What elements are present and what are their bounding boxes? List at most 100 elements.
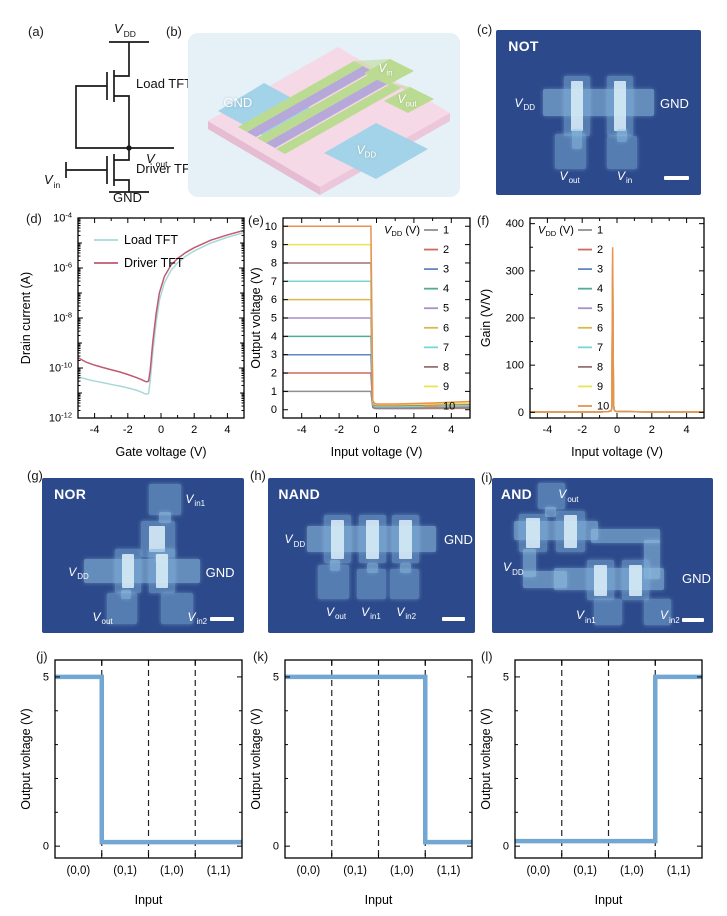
- svg-text:4: 4: [597, 283, 603, 295]
- svg-text:(0,1): (0,1): [573, 865, 597, 877]
- svg-text:Output voltage (V): Output voltage (V): [249, 708, 263, 809]
- panel-tag-a: (a): [28, 24, 44, 39]
- svg-text:(0,0): (0,0): [527, 865, 551, 877]
- panel-tag-e: (e): [248, 213, 264, 228]
- panel-tag-l: (l): [481, 649, 493, 664]
- chart-e-svg: -4 -2 0 2 4 0 1 2 3 4 5 6 7 8 9 10 Input voltage (V) Outp…: [249, 217, 471, 459]
- svg-text:5: 5: [443, 303, 449, 315]
- vin2-pad: [644, 598, 671, 626]
- vin2-pad: [390, 569, 420, 599]
- svg-text:10-8: 10-8: [53, 311, 72, 325]
- vin1-pad: [149, 484, 182, 516]
- scale-bar: [441, 616, 465, 621]
- gnd-label: GND: [443, 532, 473, 548]
- chart-d-svg: -4 -2 0 2 4 10-12 10-10 10-8 10-6 10-4 Gate voltag…: [19, 211, 245, 459]
- svg-text:VDD (V): VDD (V): [384, 225, 420, 239]
- svg-text:9: 9: [271, 239, 277, 251]
- svg-text:0: 0: [518, 407, 524, 419]
- svg-text:Input voltage (V): Input voltage (V): [571, 445, 663, 459]
- svg-text:9: 9: [597, 381, 603, 393]
- vin1-pad: [593, 598, 623, 626]
- stem: [159, 512, 172, 523]
- svg-text:7: 7: [271, 276, 277, 288]
- panel-tag-c: (c): [477, 22, 493, 37]
- channel-region: [156, 553, 169, 589]
- vdd-label: VDD: [514, 96, 536, 113]
- svg-text:Drain current (A): Drain current (A): [19, 272, 33, 364]
- panel-tag-h: (h): [250, 468, 266, 483]
- channel-region: [149, 526, 166, 553]
- electrode-bar: [84, 558, 200, 584]
- svg-text:Load TFT: Load TFT: [124, 233, 178, 247]
- svg-text:0: 0: [373, 424, 379, 436]
- svg-text:4: 4: [443, 283, 449, 295]
- vin1-label: Vin1: [575, 608, 596, 625]
- svg-text:10: 10: [597, 401, 609, 413]
- vout-pad: [555, 133, 587, 169]
- chart-output-voltage: -4 -2 0 2 4 0 1 2 3 4 5 6 7 8 9 10 Input voltage (V) Outp…: [246, 206, 476, 464]
- stem: [400, 563, 411, 573]
- svg-text:10: 10: [265, 221, 277, 233]
- channel-region: [526, 518, 540, 548]
- svg-text:5: 5: [273, 671, 279, 683]
- gnd-pad-label: GND: [223, 95, 253, 111]
- svg-text:200: 200: [506, 313, 524, 325]
- panel-tag-g: (g): [27, 468, 43, 483]
- channel-region: [121, 553, 134, 589]
- channel-region: [570, 81, 584, 131]
- svg-text:0: 0: [503, 841, 509, 853]
- interconnect-bar: [591, 529, 660, 544]
- scale-bar: [682, 618, 705, 623]
- channel-region: [563, 515, 578, 548]
- svg-text:-2: -2: [577, 424, 587, 436]
- svg-text:(0,1): (0,1): [113, 865, 137, 877]
- svg-text:6: 6: [271, 294, 277, 306]
- and-gate-micrograph: AND Vout VDD GND Vin1 Vin2: [492, 478, 713, 633]
- svg-text:Gain (V/V): Gain (V/V): [479, 289, 493, 347]
- svg-text:(1,0): (1,0): [620, 865, 644, 877]
- svg-text:1: 1: [443, 225, 449, 237]
- panel-tag-f: (f): [477, 213, 490, 228]
- vdd-label: VDD: [114, 21, 136, 39]
- interconnect: [522, 549, 537, 578]
- svg-text:0: 0: [43, 841, 49, 853]
- chart-nor-logic: (0,0) (0,1) (1,0) (1,1) 0 5 Input Output voltag…: [16, 648, 252, 912]
- not-title: NOT: [508, 38, 539, 55]
- svg-text:2: 2: [649, 424, 655, 436]
- vin1-pad: [357, 569, 386, 599]
- svg-text:2: 2: [597, 244, 603, 256]
- svg-text:(0,0): (0,0): [297, 865, 321, 877]
- svg-text:(1,0): (1,0): [390, 865, 414, 877]
- svg-text:Output voltage (V): Output voltage (V): [19, 708, 33, 809]
- channel-region: [399, 519, 412, 559]
- svg-text:(1,1): (1,1): [437, 865, 461, 877]
- channel-region: [629, 564, 643, 596]
- svg-text:VDD (V): VDD (V): [538, 225, 574, 239]
- driver-tft-label: Driver TFT: [136, 161, 198, 176]
- svg-text:Gate voltage (V): Gate voltage (V): [115, 445, 206, 459]
- svg-text:0: 0: [614, 424, 620, 436]
- chart-j-svg: (0,0) (0,1) (1,0) (1,1) 0 5 Input Output voltag…: [19, 659, 243, 907]
- svg-text:5: 5: [43, 671, 49, 683]
- circuit-schematic-drawing: [65, 41, 174, 193]
- svg-text:10-10: 10-10: [49, 361, 72, 375]
- vdd-label: VDD: [503, 560, 524, 577]
- svg-text:5: 5: [271, 313, 277, 325]
- svg-text:-4: -4: [297, 424, 307, 436]
- panel-tag-i: (i): [481, 470, 493, 485]
- vin2-label: Vin2: [396, 605, 417, 622]
- svg-text:300: 300: [506, 265, 524, 277]
- gnd-label: GND: [113, 190, 142, 205]
- svg-text:Output voltage (V): Output voltage (V): [249, 267, 263, 368]
- vin2-label: Vin2: [187, 609, 208, 627]
- chart-and-logic: (0,0) (0,1) (1,0) (1,1) 0 5 Input Output voltag…: [476, 648, 714, 912]
- vout-pad-label: Vout: [397, 92, 417, 109]
- scale-bar: [664, 176, 689, 181]
- svg-text:7: 7: [443, 342, 449, 354]
- svg-text:(0,1): (0,1): [343, 865, 367, 877]
- svg-text:Output voltage (V): Output voltage (V): [479, 708, 493, 809]
- vin1-label: Vin1: [361, 605, 381, 622]
- nor-gate-micrograph: NOR Vin1 VDD GND Vout Vin2: [42, 478, 244, 633]
- gnd-label: GND: [682, 571, 711, 586]
- chart-l-svg: (0,0) (0,1) (1,0) (1,1) 0 5 Input Output voltag…: [479, 659, 703, 907]
